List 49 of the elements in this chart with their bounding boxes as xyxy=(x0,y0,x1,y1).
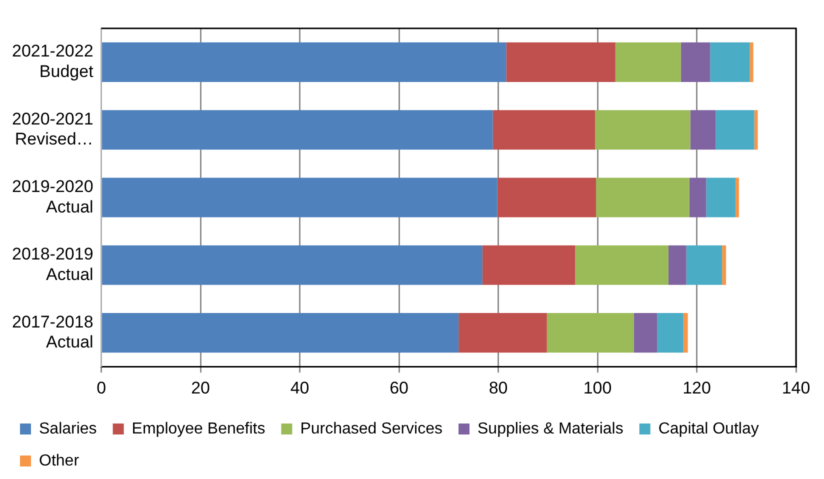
bar xyxy=(102,312,459,353)
y-tick-label: 2018-2019 Actual xyxy=(12,244,94,284)
bar xyxy=(686,245,722,285)
bar xyxy=(102,178,498,218)
y-tick-label: 2017-2018 Actual xyxy=(12,312,94,352)
bar xyxy=(102,245,482,285)
x-tick-label: 100 xyxy=(583,378,612,398)
bar xyxy=(657,312,684,353)
x-tick-label: 20 xyxy=(191,378,210,398)
bar xyxy=(102,110,493,150)
legend-label: Other xyxy=(39,452,80,470)
legend-label: Employee Benefits xyxy=(132,420,266,438)
bar xyxy=(683,312,688,353)
legend-label: Capital Outlay xyxy=(658,420,759,438)
y-tick-label: 2019-2020 Actual xyxy=(12,176,94,216)
legend-label: Supplies & Materials xyxy=(478,420,624,438)
bar xyxy=(458,312,547,353)
bar xyxy=(735,178,739,218)
bar xyxy=(596,178,690,218)
bar xyxy=(497,178,596,218)
bar xyxy=(690,110,716,150)
x-tick-label: 80 xyxy=(488,378,508,398)
bar xyxy=(506,42,616,82)
bar xyxy=(722,245,726,285)
x-tick-label: 40 xyxy=(290,378,310,398)
x-tick-label: 140 xyxy=(782,378,810,398)
bar xyxy=(706,178,736,218)
y-tick-label: 2020-2021 Revised… xyxy=(12,109,94,149)
bar xyxy=(482,245,576,285)
bar xyxy=(492,110,596,150)
bar xyxy=(546,312,634,353)
legend-label: Salaries xyxy=(39,420,97,438)
bar xyxy=(615,42,681,82)
bar xyxy=(710,42,750,82)
x-tick-label: 0 xyxy=(96,378,106,398)
legend-label: Purchased Services xyxy=(300,420,443,438)
bar xyxy=(750,42,754,82)
bar xyxy=(102,42,506,82)
bar xyxy=(754,110,758,150)
x-tick-label: 60 xyxy=(390,378,408,398)
bar xyxy=(716,110,754,150)
x-tick-label: 120 xyxy=(682,378,711,398)
y-tick-label: 2021-2022 Budget xyxy=(12,42,94,82)
bar xyxy=(634,312,658,353)
bar xyxy=(689,178,706,218)
bar xyxy=(668,245,686,285)
bar xyxy=(575,245,668,285)
bar xyxy=(595,110,690,150)
bar xyxy=(680,42,710,82)
